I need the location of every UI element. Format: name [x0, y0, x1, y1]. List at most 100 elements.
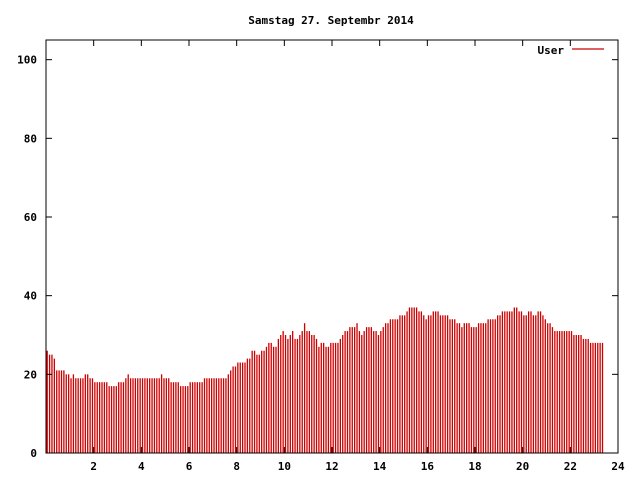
x-tick-label: 20 [516, 460, 529, 473]
chart-title: Samstag 27. Septembr 2014 [248, 14, 414, 27]
x-tick-label: 16 [421, 460, 435, 473]
bar [199, 382, 201, 453]
bar [394, 319, 396, 453]
x-tick-label: 6 [186, 460, 193, 473]
bar [468, 323, 470, 453]
bar [585, 338, 587, 453]
bar [413, 307, 415, 453]
bar [287, 338, 289, 453]
bar [289, 335, 291, 453]
bar [520, 311, 523, 453]
bar [454, 319, 456, 453]
bar [339, 338, 341, 453]
bar [342, 335, 344, 453]
bar [420, 311, 423, 453]
bar [561, 331, 563, 453]
bar [480, 323, 482, 453]
bar [401, 315, 403, 453]
bar [70, 378, 72, 453]
legend: User [538, 44, 604, 57]
bar [153, 378, 156, 453]
bar [370, 327, 372, 453]
bar [249, 358, 251, 453]
bar [120, 382, 122, 453]
bar [296, 338, 299, 453]
bar [549, 323, 551, 453]
bar [516, 307, 518, 453]
bar [358, 331, 361, 453]
bar [208, 378, 210, 453]
bar [404, 315, 406, 453]
bar [63, 370, 65, 453]
bar [432, 311, 434, 453]
bar [456, 323, 458, 453]
bar [368, 327, 370, 453]
bar [129, 378, 132, 453]
y-tick-label: 60 [24, 211, 37, 224]
bar [227, 374, 229, 453]
x-tick-label: 22 [564, 460, 577, 473]
bar [265, 346, 268, 453]
bar [270, 342, 272, 453]
bar [201, 382, 203, 453]
bar [239, 362, 241, 453]
bar [496, 315, 499, 453]
bar [373, 331, 375, 453]
bar [551, 327, 554, 453]
bar [156, 378, 158, 453]
bar [473, 327, 475, 453]
bar [594, 342, 597, 453]
bar-series [46, 307, 604, 453]
bar [180, 386, 182, 453]
x-tick-label: 14 [373, 460, 387, 473]
bar [203, 378, 206, 453]
bar [284, 335, 287, 453]
bar [272, 346, 275, 453]
bar [353, 327, 356, 453]
bar [592, 342, 594, 453]
y-tick-label: 40 [24, 290, 37, 303]
bar [363, 331, 365, 453]
bar [303, 323, 306, 453]
bar [301, 331, 303, 453]
y-tick-label: 100 [17, 54, 37, 67]
bar [451, 319, 454, 453]
bar [506, 311, 508, 453]
bar [115, 386, 117, 453]
bar [487, 319, 489, 453]
bar [146, 378, 148, 453]
bar [168, 378, 170, 453]
bar [523, 315, 525, 453]
bar [75, 378, 77, 453]
y-tick-label: 0 [30, 447, 37, 460]
bar [182, 386, 184, 453]
bar [258, 354, 260, 453]
bar [365, 327, 368, 453]
bar [215, 378, 218, 453]
bar [91, 378, 94, 453]
bar [132, 378, 134, 453]
bar [58, 370, 60, 453]
bar [380, 331, 382, 453]
bar [566, 331, 568, 453]
bar [489, 319, 492, 453]
bar [261, 350, 263, 453]
bar [187, 386, 189, 453]
bar [327, 346, 330, 453]
bar [53, 358, 55, 453]
bar [280, 335, 282, 453]
bar [578, 335, 580, 453]
bar [51, 354, 53, 453]
bar [442, 315, 444, 453]
bar [282, 331, 284, 453]
bar [210, 378, 213, 453]
bar [184, 386, 187, 453]
bar [449, 319, 451, 453]
bar [110, 386, 113, 453]
bar [408, 307, 411, 453]
bar [437, 311, 439, 453]
bar [494, 319, 496, 453]
bar [87, 374, 89, 453]
